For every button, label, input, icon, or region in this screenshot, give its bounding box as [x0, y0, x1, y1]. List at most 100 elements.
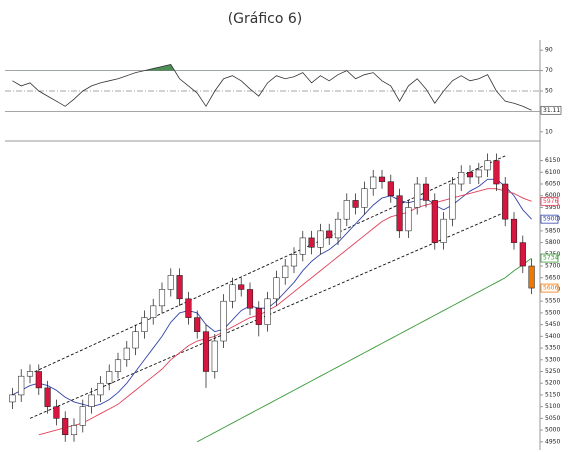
candle-body — [519, 242, 526, 267]
candle-body — [185, 298, 192, 318]
y-tick-label: 6150 — [545, 157, 560, 164]
rsi-line — [12, 64, 532, 111]
candle-body — [422, 183, 430, 201]
y-tick-label: 5150 — [545, 391, 560, 398]
candle-body — [299, 237, 306, 255]
candle-body — [202, 331, 210, 372]
y-tick-label: 5050 — [545, 415, 560, 422]
candle-body — [176, 275, 183, 300]
candle-body — [449, 183, 456, 220]
candle-body — [97, 382, 104, 396]
candle-body — [308, 237, 315, 248]
candle-body — [167, 275, 174, 290]
candle-body — [343, 200, 350, 220]
candle-body — [255, 307, 262, 325]
candle-body — [44, 387, 51, 407]
candle-body — [290, 254, 298, 267]
candle-body — [484, 160, 491, 171]
candle-body — [396, 195, 403, 232]
candle-body — [70, 425, 78, 436]
candle-body — [150, 305, 157, 318]
y-tick-label: 5650 — [545, 274, 560, 281]
rsi-tick-label: 50 — [545, 88, 553, 95]
moving-average — [196, 257, 532, 443]
candle-body — [26, 371, 34, 377]
candle-body — [431, 200, 438, 243]
rsi-last-label: 31.11 — [543, 107, 560, 114]
candle-body — [326, 230, 333, 239]
rsi-overbought-area — [144, 64, 175, 71]
candle-body — [79, 406, 86, 426]
candle-body — [246, 289, 254, 309]
y-tick-label: 5550 — [545, 298, 560, 305]
candle-body — [229, 284, 236, 302]
candle-body — [502, 183, 509, 220]
candle-body — [370, 176, 377, 189]
candle-body — [194, 317, 201, 332]
moving-average — [12, 178, 532, 408]
y-tick-label: 5950 — [545, 204, 560, 211]
rsi-last-box — [540, 105, 562, 115]
y-tick-label: 6000 — [545, 192, 560, 199]
last-value-label: 5734 — [543, 255, 558, 262]
candle-body — [238, 284, 245, 290]
candle-body — [158, 289, 166, 307]
candle-body — [264, 298, 271, 325]
candle-body — [220, 300, 227, 342]
candle-body — [440, 218, 447, 243]
candle-body — [132, 331, 139, 349]
moving-average — [38, 188, 532, 436]
candle-body — [378, 176, 386, 182]
candle-body — [466, 172, 474, 178]
candle-body — [88, 394, 95, 407]
candle-body — [361, 188, 368, 208]
candle-body — [317, 230, 324, 248]
candle-body — [475, 169, 482, 178]
chart-title: (Gráfico 6) — [228, 11, 303, 27]
candle-body — [510, 218, 518, 243]
y-tick-label: 6100 — [545, 169, 560, 176]
y-tick-label: 5350 — [545, 345, 560, 352]
candle-body — [414, 183, 421, 208]
candle-body — [106, 371, 113, 384]
candle-body — [114, 359, 122, 372]
candle-body — [352, 200, 359, 208]
y-tick-label: 5000 — [545, 427, 560, 434]
y-tick-label: 5250 — [545, 368, 560, 375]
candle-body — [493, 160, 500, 185]
candle-body — [211, 340, 218, 372]
candle-body — [405, 207, 412, 232]
y-tick-label: 5400 — [545, 333, 560, 340]
y-tick-label: 6050 — [545, 181, 560, 188]
rsi-tick-label: 90 — [545, 47, 553, 54]
y-tick-label: 4950 — [545, 438, 560, 445]
candle-body — [53, 406, 60, 419]
candle-body — [387, 181, 394, 196]
candle-body — [123, 347, 130, 361]
last-value-box — [540, 283, 559, 293]
candle-body — [18, 375, 25, 396]
candle-body — [282, 265, 289, 279]
y-tick-label: 5450 — [545, 321, 560, 328]
y-tick-label: 5200 — [545, 380, 560, 387]
last-value-label: 5976 — [543, 198, 558, 205]
candle-body — [528, 265, 535, 289]
rsi-tick-label: 10 — [545, 128, 553, 135]
y-tick-label: 5500 — [545, 309, 560, 316]
candle-body — [9, 394, 16, 403]
candle-body — [334, 218, 342, 239]
y-tick-label: 5850 — [545, 227, 560, 234]
last-value-box — [540, 253, 559, 263]
last-value-label: 5900 — [543, 216, 558, 223]
candle-body — [458, 172, 465, 185]
candle-body — [141, 317, 148, 332]
last-value-box — [540, 214, 559, 224]
y-tick-label: 5300 — [545, 356, 560, 363]
last-value-label: 5606 — [543, 285, 558, 292]
rsi-tick-label: 70 — [545, 67, 553, 74]
candle-body — [62, 418, 69, 436]
y-tick-label: 5100 — [545, 403, 560, 410]
y-tick-label: 5800 — [545, 239, 560, 246]
candle-body — [273, 277, 280, 300]
